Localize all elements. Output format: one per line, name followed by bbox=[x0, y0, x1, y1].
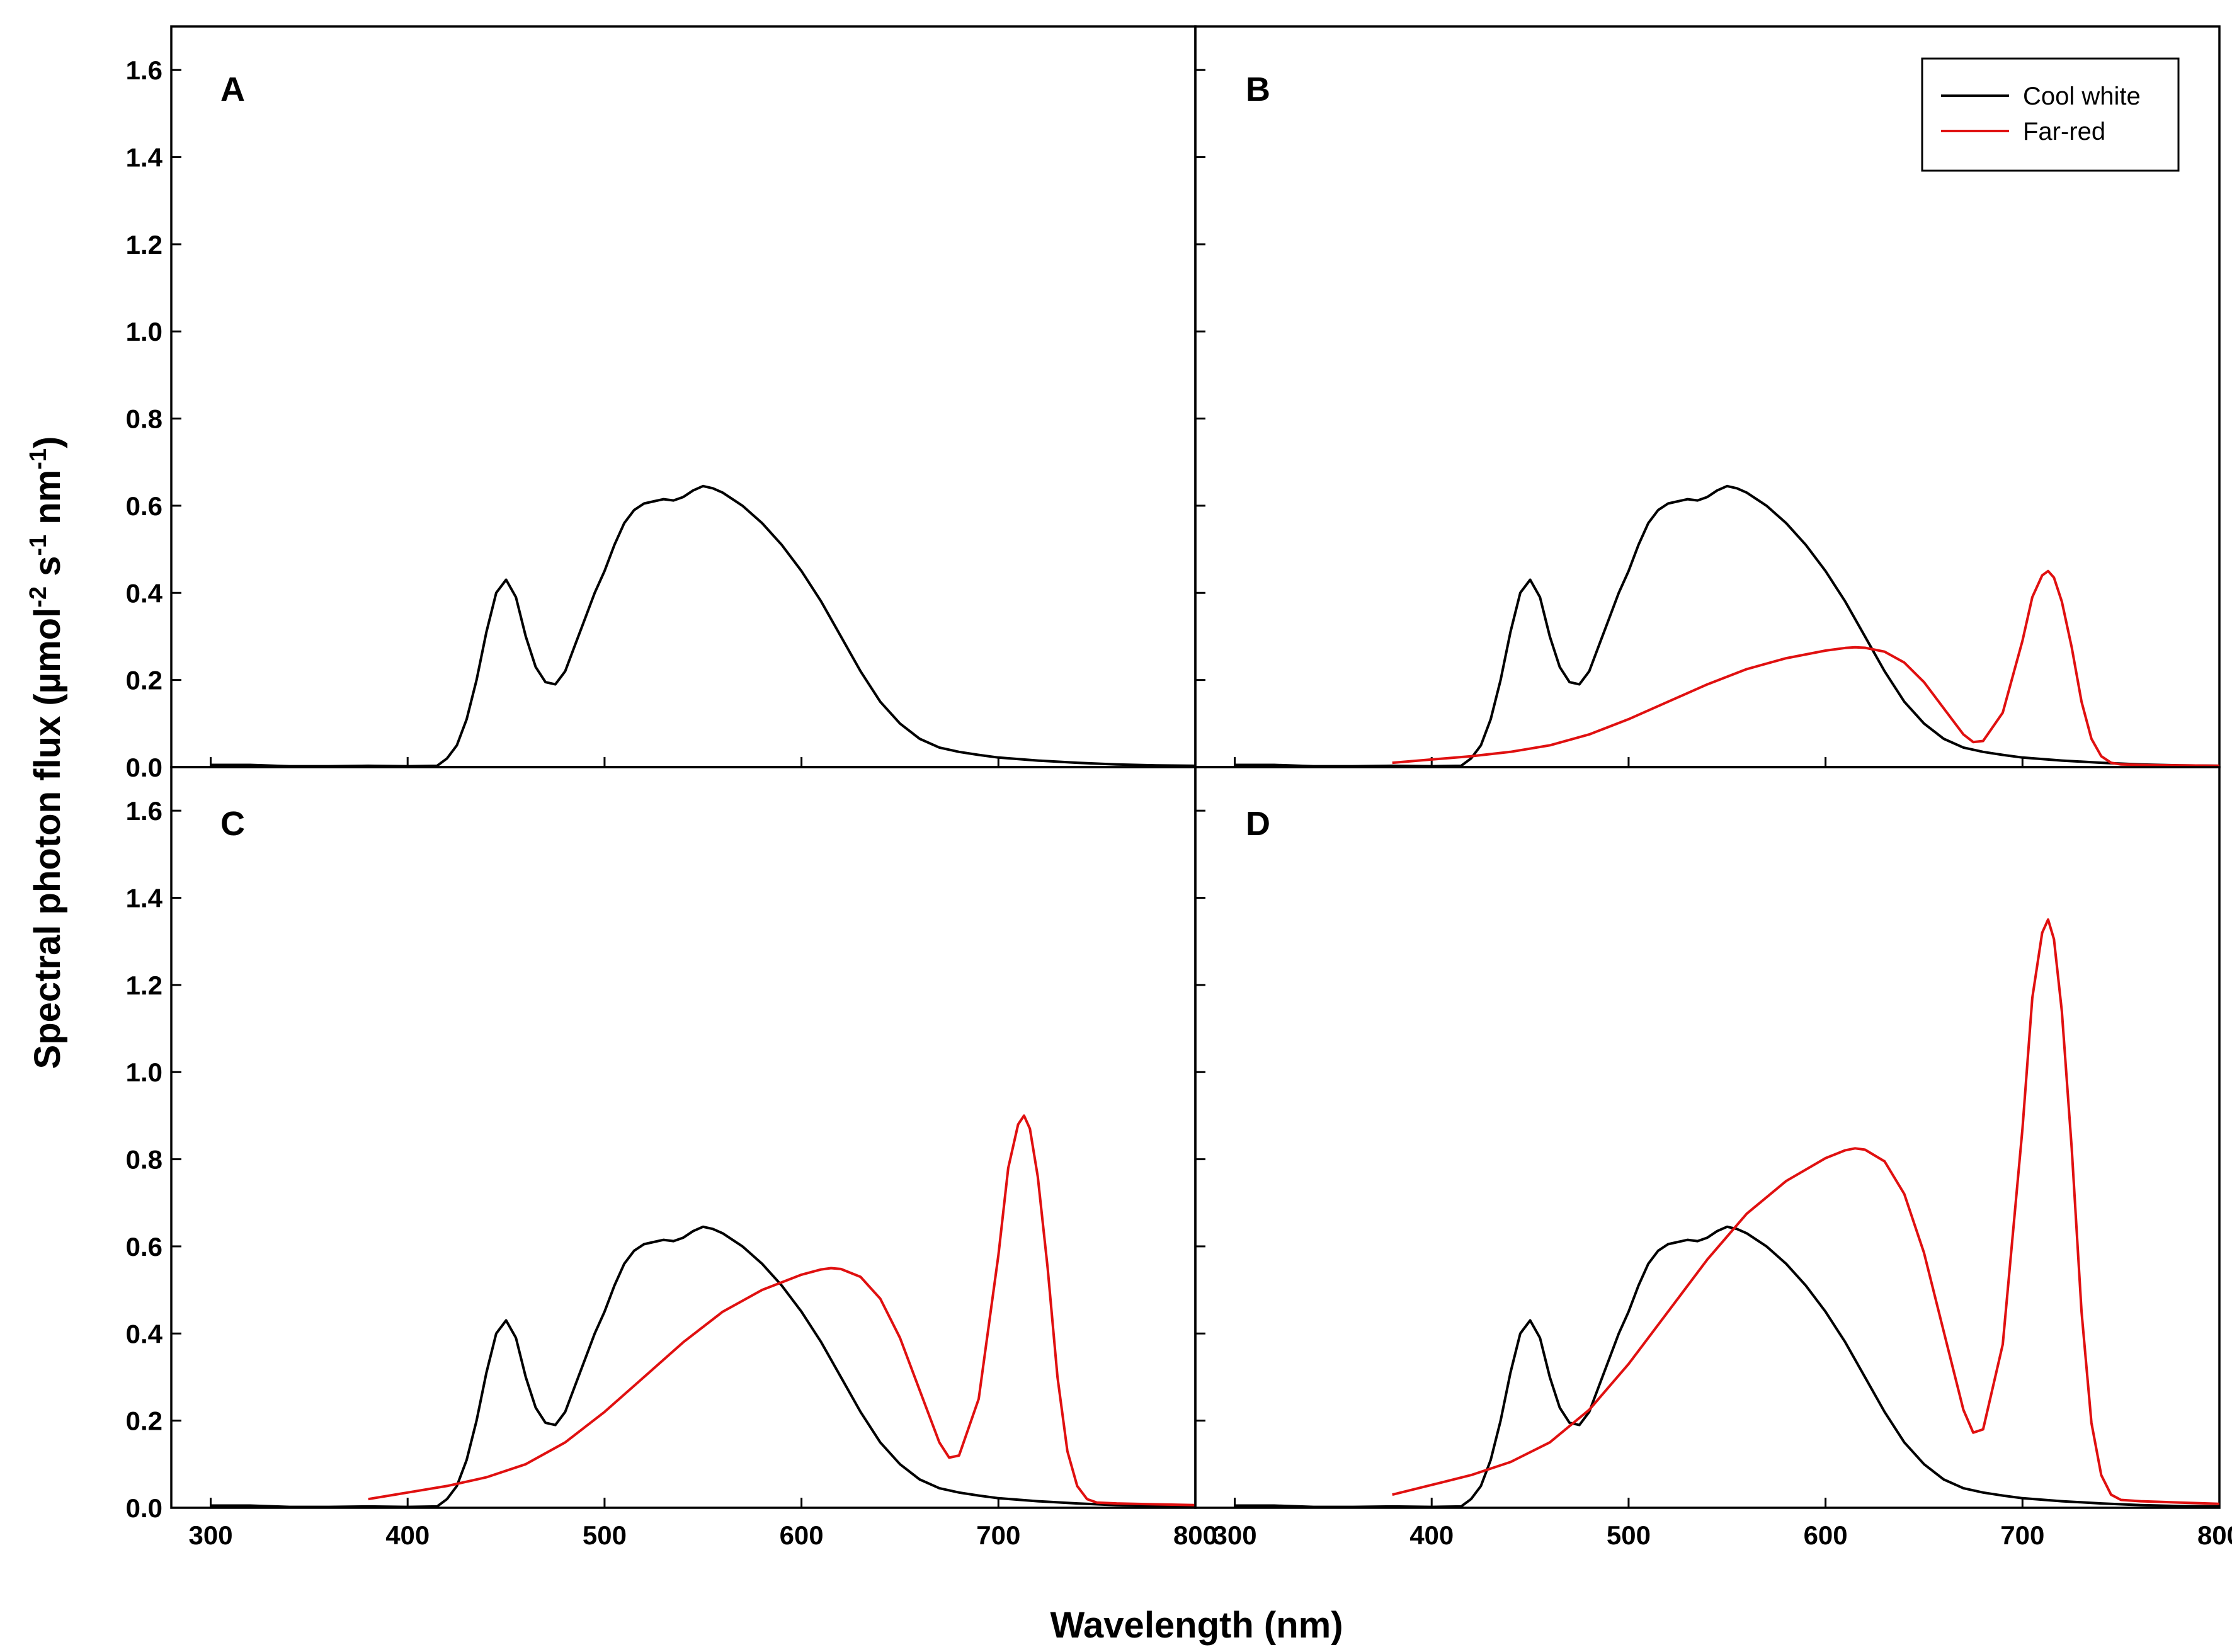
y-axis-title-part-4: ) bbox=[27, 436, 68, 448]
x-tick-label: 300 bbox=[188, 1520, 232, 1550]
legend-label-far-red: Far-red bbox=[2023, 118, 2105, 145]
y-tick-label: 0.4 bbox=[126, 578, 163, 608]
y-axis-title-sup-1: -2 bbox=[25, 586, 52, 608]
series-cool-white bbox=[210, 1225, 1196, 1508]
panel-c: 0.0 0.2 0.4 0.6 0.8 1.0 1.2 1.4 1.6 300 400 500 600 7… bbox=[126, 766, 1217, 1550]
x-tick-label: 700 bbox=[976, 1520, 1020, 1550]
y-tick-label: 1.4 bbox=[126, 884, 163, 913]
x-tick-label: 500 bbox=[583, 1520, 627, 1550]
series-cool-white bbox=[210, 484, 1196, 768]
x-tick-label: 500 bbox=[1607, 1520, 1651, 1550]
panel-d: 300 400 500 600 700 800 D bbox=[1194, 766, 2232, 1550]
panel-frame bbox=[170, 766, 1197, 1509]
y-tick-label: 1.4 bbox=[126, 143, 163, 173]
x-tick-label: 400 bbox=[385, 1520, 430, 1550]
panel-frame bbox=[1194, 766, 2221, 1509]
x-tick-label: 400 bbox=[1409, 1520, 1454, 1550]
panel-label: B bbox=[1246, 71, 1270, 108]
panel-frame bbox=[170, 25, 1197, 768]
series-cool-white bbox=[1234, 484, 2220, 768]
y-tick-label: 0.6 bbox=[126, 1232, 162, 1262]
y-tick-label: 1.0 bbox=[126, 1057, 162, 1087]
x-tick-label: 800 bbox=[2197, 1520, 2232, 1550]
x-tick-label: 800 bbox=[1173, 1520, 1217, 1550]
y-tick-label: 0.8 bbox=[126, 1145, 162, 1175]
y-tick-label: 1.0 bbox=[126, 317, 162, 346]
panel-label: D bbox=[1246, 805, 1270, 843]
panel-label: A bbox=[220, 71, 245, 108]
x-tick-label: 600 bbox=[780, 1520, 824, 1550]
y-tick-label: 0.2 bbox=[126, 666, 162, 695]
y-tick-label: 0.8 bbox=[126, 404, 162, 434]
y-tick-label: 1.2 bbox=[126, 971, 162, 1000]
y-tick-label: 0.6 bbox=[126, 491, 162, 521]
y-tick-label: 0.2 bbox=[126, 1406, 162, 1436]
y-tick-label: 0.4 bbox=[126, 1319, 163, 1348]
series-far-red bbox=[1392, 918, 2220, 1505]
y-axis-title-sup-3: -1 bbox=[25, 448, 52, 470]
series-far-red bbox=[368, 1114, 1196, 1507]
y-tick-label: 0.0 bbox=[126, 753, 162, 782]
legend-box bbox=[1921, 57, 2180, 172]
y-axis-title-part-2: s bbox=[27, 556, 68, 586]
x-tick-label: 300 bbox=[1212, 1520, 1256, 1550]
panels: 0.00.20.40.60.81.01.21.41.6A B0.00.20.40.… bbox=[126, 25, 2232, 1550]
y-axis-title-part-1: Spectral photon flux (µmol bbox=[27, 608, 68, 1069]
panel-a: 0.0 0.2 0.4 0.6 0.8 1.0 1.2 1.4 1.6 A bbox=[126, 25, 1197, 782]
y-tick-label: 1.6 bbox=[126, 796, 162, 826]
series-cool-white bbox=[1234, 1225, 2220, 1508]
legend: Cool white Far-red bbox=[1921, 57, 2180, 172]
y-axis-title: Spectral photon flux (µmol-2 s-1 nm-1) bbox=[25, 436, 68, 1069]
legend-label-cool-white: Cool white bbox=[2023, 83, 2141, 110]
y-tick-label: 0.0 bbox=[126, 1493, 162, 1523]
x-tick-label: 700 bbox=[2000, 1520, 2044, 1550]
y-axis-title-sup-2: -1 bbox=[25, 535, 52, 556]
y-tick-label: 1.6 bbox=[126, 55, 162, 85]
series-far-red bbox=[1392, 569, 2220, 767]
x-axis-title: Wavelength (nm) bbox=[1050, 1605, 1343, 1646]
y-tick-label: 1.2 bbox=[126, 230, 162, 259]
x-tick-label: 600 bbox=[1804, 1520, 1848, 1550]
panel-label: C bbox=[220, 805, 245, 843]
y-axis-title-part-3: nm bbox=[27, 470, 68, 535]
